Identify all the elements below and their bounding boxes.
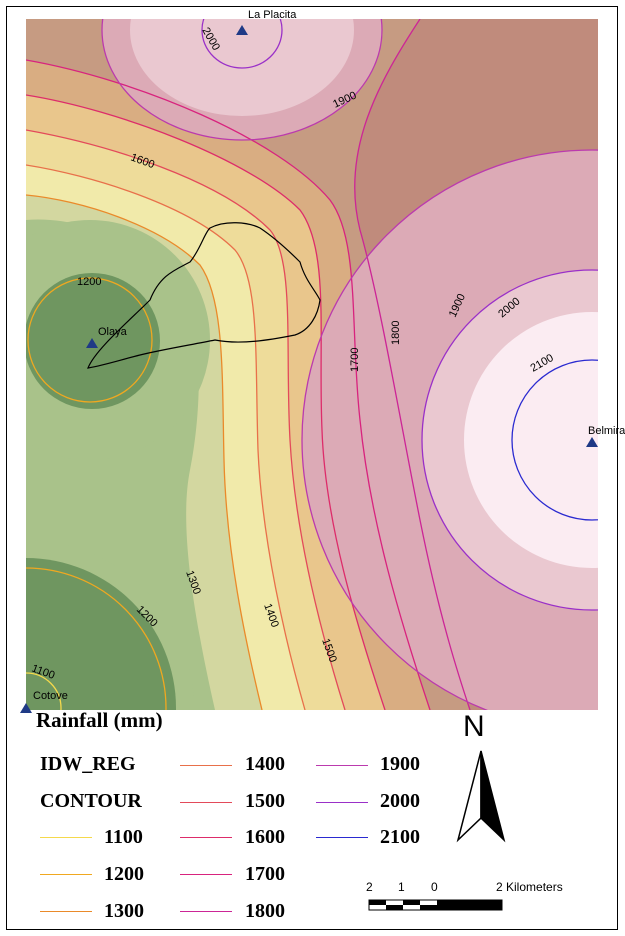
- legend-title: Rainfall (mm): [36, 708, 163, 732]
- legend-label-1600: 1600: [245, 826, 285, 848]
- legend-label-2100: 2100: [380, 826, 420, 848]
- scale-bar: [368, 899, 503, 911]
- contour-1600: [26, 94, 386, 710]
- contour-1700: [26, 59, 431, 710]
- north-arrow-icon: [456, 750, 506, 843]
- contour-belmira-2100: [511, 359, 598, 521]
- legend-swatch-1200: [40, 874, 92, 875]
- north-letter: N: [463, 710, 485, 743]
- station-marker-belmira: [586, 437, 598, 447]
- legend-swatch-1600: [180, 837, 232, 838]
- contour-label: 1800: [390, 321, 402, 345]
- contour-label: 1700: [349, 348, 361, 372]
- legend-swatch-2100: [316, 837, 368, 838]
- scale-label: 0: [431, 880, 438, 894]
- contour-belmira-1900: [301, 149, 598, 710]
- station-label-la-placita: La Placita: [248, 9, 297, 21]
- contour-belmira-2000: [421, 269, 598, 611]
- legend-label-1800: 1800: [245, 900, 285, 922]
- legend-label-1100: 1100: [104, 826, 143, 848]
- legend-layer-contour: CONTOUR: [40, 790, 142, 812]
- scale-label: 1: [398, 880, 405, 894]
- legend-label-1900: 1900: [380, 753, 420, 775]
- legend-label-1400: 1400: [245, 753, 285, 775]
- legend-swatch-1300: [40, 911, 92, 912]
- legend-swatch-2000: [316, 802, 368, 803]
- contour-label: 1200: [77, 276, 101, 288]
- station-label-belmira: Belmira: [588, 425, 625, 437]
- legend-label-1200: 1200: [104, 863, 144, 885]
- contour-1800: [354, 19, 471, 710]
- legend-swatch-1900: [316, 765, 368, 766]
- legend-layer-idw: IDW_REG: [40, 753, 136, 775]
- station-marker-la-placita: [236, 25, 248, 35]
- station-marker-cotove: [20, 703, 32, 713]
- contour-cotove-1100: [26, 672, 62, 710]
- scale-label: 2 Kilometers: [496, 880, 563, 894]
- scale-label: 2: [366, 880, 373, 894]
- legend-swatch-1400: [180, 765, 232, 766]
- legend-swatch-1800: [180, 911, 232, 912]
- legend-swatch-1100: [40, 837, 92, 838]
- zone-belmira-2100: [464, 312, 598, 568]
- legend-label-2000: 2000: [380, 790, 420, 812]
- watershed-boundary: [87, 222, 321, 369]
- legend-label-1500: 1500: [245, 790, 285, 812]
- contour-placita-1900: [101, 19, 383, 141]
- station-label-cotove: Cotove: [33, 690, 68, 702]
- legend-label-1700: 1700: [245, 863, 285, 885]
- station-marker-olaya: [86, 338, 98, 348]
- legend-swatch-1500: [180, 802, 232, 803]
- legend-label-1300: 1300: [104, 900, 144, 922]
- zone-cotove-1100: [26, 558, 176, 710]
- contour-cotove-1200: [26, 567, 167, 710]
- contour-placita-2000: [201, 19, 283, 69]
- contour-1300: [26, 194, 263, 710]
- contour-olaya-1200: [27, 277, 153, 403]
- legend-swatch-1700: [180, 874, 232, 875]
- contour-1400: [26, 164, 306, 710]
- station-label-olaya: Olaya: [98, 326, 127, 338]
- contour-1500: [26, 129, 346, 710]
- map-frame: [6, 6, 618, 930]
